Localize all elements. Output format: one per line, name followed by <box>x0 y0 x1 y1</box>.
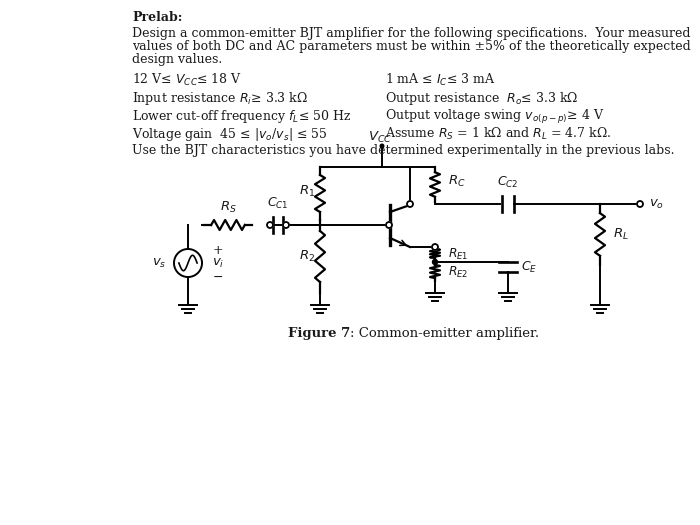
Text: Figure 7: Figure 7 <box>288 327 350 340</box>
Text: Input resistance $R_i$≥ 3.3 kΩ: Input resistance $R_i$≥ 3.3 kΩ <box>132 90 308 107</box>
Text: Assume $R_S$ = 1 kΩ and $R_L$ = 4.7 kΩ.: Assume $R_S$ = 1 kΩ and $R_L$ = 4.7 kΩ. <box>385 126 611 142</box>
Text: $V_{CC}$: $V_{CC}$ <box>368 130 392 145</box>
Text: 1 mA ≤ $I_C$≤ 3 mA: 1 mA ≤ $I_C$≤ 3 mA <box>385 72 496 88</box>
Text: $C_{C1}$: $C_{C1}$ <box>267 196 289 211</box>
Text: $R_1$: $R_1$ <box>299 184 315 199</box>
Circle shape <box>637 201 643 207</box>
Text: Output resistance  $R_o$≤ 3.3 kΩ: Output resistance $R_o$≤ 3.3 kΩ <box>385 90 578 107</box>
Text: Lower cut-off frequency $f_L$≤ 50 Hz: Lower cut-off frequency $f_L$≤ 50 Hz <box>132 108 351 125</box>
Text: Design a common-emitter BJT amplifier for the following specifications.  Your me: Design a common-emitter BJT amplifier fo… <box>132 27 690 40</box>
Text: $C_{C2}$: $C_{C2}$ <box>497 175 519 190</box>
Text: design values.: design values. <box>132 53 223 66</box>
Text: : Common-emitter amplifier.: : Common-emitter amplifier. <box>350 327 539 340</box>
Circle shape <box>283 222 289 228</box>
Text: $v_o$: $v_o$ <box>649 197 664 211</box>
Text: $R_C$: $R_C$ <box>448 173 466 188</box>
Circle shape <box>407 201 413 207</box>
Text: Prelab:: Prelab: <box>132 11 183 24</box>
Text: $C_E$: $C_E$ <box>521 259 537 275</box>
Circle shape <box>380 144 384 148</box>
Circle shape <box>267 222 273 228</box>
Text: $v_i$: $v_i$ <box>212 256 224 269</box>
Text: $-$: $-$ <box>212 269 223 282</box>
Text: $R_S$: $R_S$ <box>220 200 237 215</box>
Circle shape <box>386 222 392 228</box>
Circle shape <box>432 244 438 250</box>
Text: Use the BJT characteristics you have determined experimentally in the previous l: Use the BJT characteristics you have det… <box>132 144 675 157</box>
Text: $R_L$: $R_L$ <box>613 227 629 242</box>
Text: $v_s$: $v_s$ <box>151 256 166 269</box>
Circle shape <box>433 259 438 265</box>
Text: 12 V≤ $V_{CC}$≤ 18 V: 12 V≤ $V_{CC}$≤ 18 V <box>132 72 242 88</box>
Text: values of both DC and AC parameters must be within ±5% of the theoretically expe: values of both DC and AC parameters must… <box>132 40 691 53</box>
Text: $R_2$: $R_2$ <box>299 249 315 264</box>
Text: Output voltage swing $v_{o(p-p)}$≥ 4 V: Output voltage swing $v_{o(p-p)}$≥ 4 V <box>385 108 604 126</box>
Text: +: + <box>213 245 223 257</box>
Text: $R_{E1}$: $R_{E1}$ <box>448 247 468 262</box>
Text: Voltage gain  45 ≤ |$v_o$/$v_s$| ≤ 55: Voltage gain 45 ≤ |$v_o$/$v_s$| ≤ 55 <box>132 126 328 143</box>
Text: $R_{E2}$: $R_{E2}$ <box>448 265 468 280</box>
